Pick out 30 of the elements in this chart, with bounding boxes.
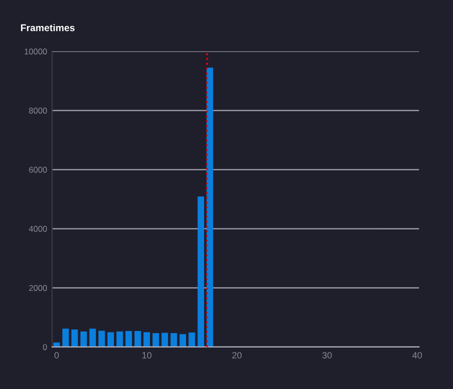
x-tick-label: 30 xyxy=(322,352,332,358)
y-tick-label: 0 xyxy=(42,344,47,350)
bar xyxy=(80,331,87,347)
bar xyxy=(180,334,186,347)
bar xyxy=(89,328,96,347)
y-tick-label: 2000 xyxy=(29,285,47,291)
bar xyxy=(116,331,123,347)
bar xyxy=(188,332,196,347)
bar xyxy=(162,332,168,347)
bar xyxy=(71,330,78,347)
bar xyxy=(152,333,160,347)
x-tick-label: 40 xyxy=(412,352,422,358)
x-tick-label: 20 xyxy=(232,352,242,358)
y-tick-label: 8000 xyxy=(29,108,47,114)
bar xyxy=(206,68,214,347)
bar xyxy=(170,333,178,347)
y-tick-label: 4000 xyxy=(28,226,47,232)
bar xyxy=(98,330,105,347)
chart-title: Frametimes xyxy=(21,24,75,32)
x-tick-label: 10 xyxy=(142,352,152,358)
bar xyxy=(62,328,69,347)
y-tick-label: 10000 xyxy=(24,48,47,54)
bar xyxy=(198,196,204,347)
bar xyxy=(107,332,114,347)
bar xyxy=(134,331,141,347)
bar xyxy=(53,342,60,347)
y-tick-label: 6000 xyxy=(29,166,47,173)
bar xyxy=(125,331,132,347)
bar xyxy=(144,332,150,347)
x-tick-label: 0 xyxy=(54,352,59,358)
